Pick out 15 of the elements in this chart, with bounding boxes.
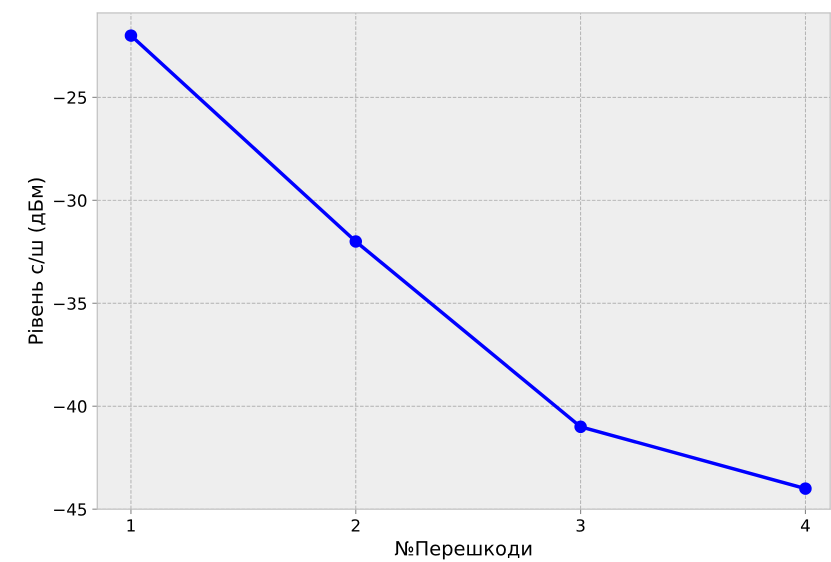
x-tick-label: 3: [576, 519, 585, 532]
x-axis-title: №Перешкоди: [394, 541, 532, 560]
point: [799, 482, 812, 495]
x-tick-label: 1: [127, 519, 135, 532]
x-tick-label: 2: [352, 519, 360, 532]
y-tick-label: −35: [54, 297, 86, 310]
point: [574, 420, 587, 434]
y-axis-title: Рівень с/ш (дБм): [28, 178, 46, 344]
y-tick-label: −45: [54, 503, 86, 516]
y-tick-label: −40: [54, 400, 86, 413]
point: [124, 29, 138, 42]
x-tick-label: 4: [800, 519, 810, 532]
y-tick-label: −30: [54, 194, 86, 207]
point: [350, 235, 362, 248]
y-tick-label: −25: [54, 91, 86, 104]
